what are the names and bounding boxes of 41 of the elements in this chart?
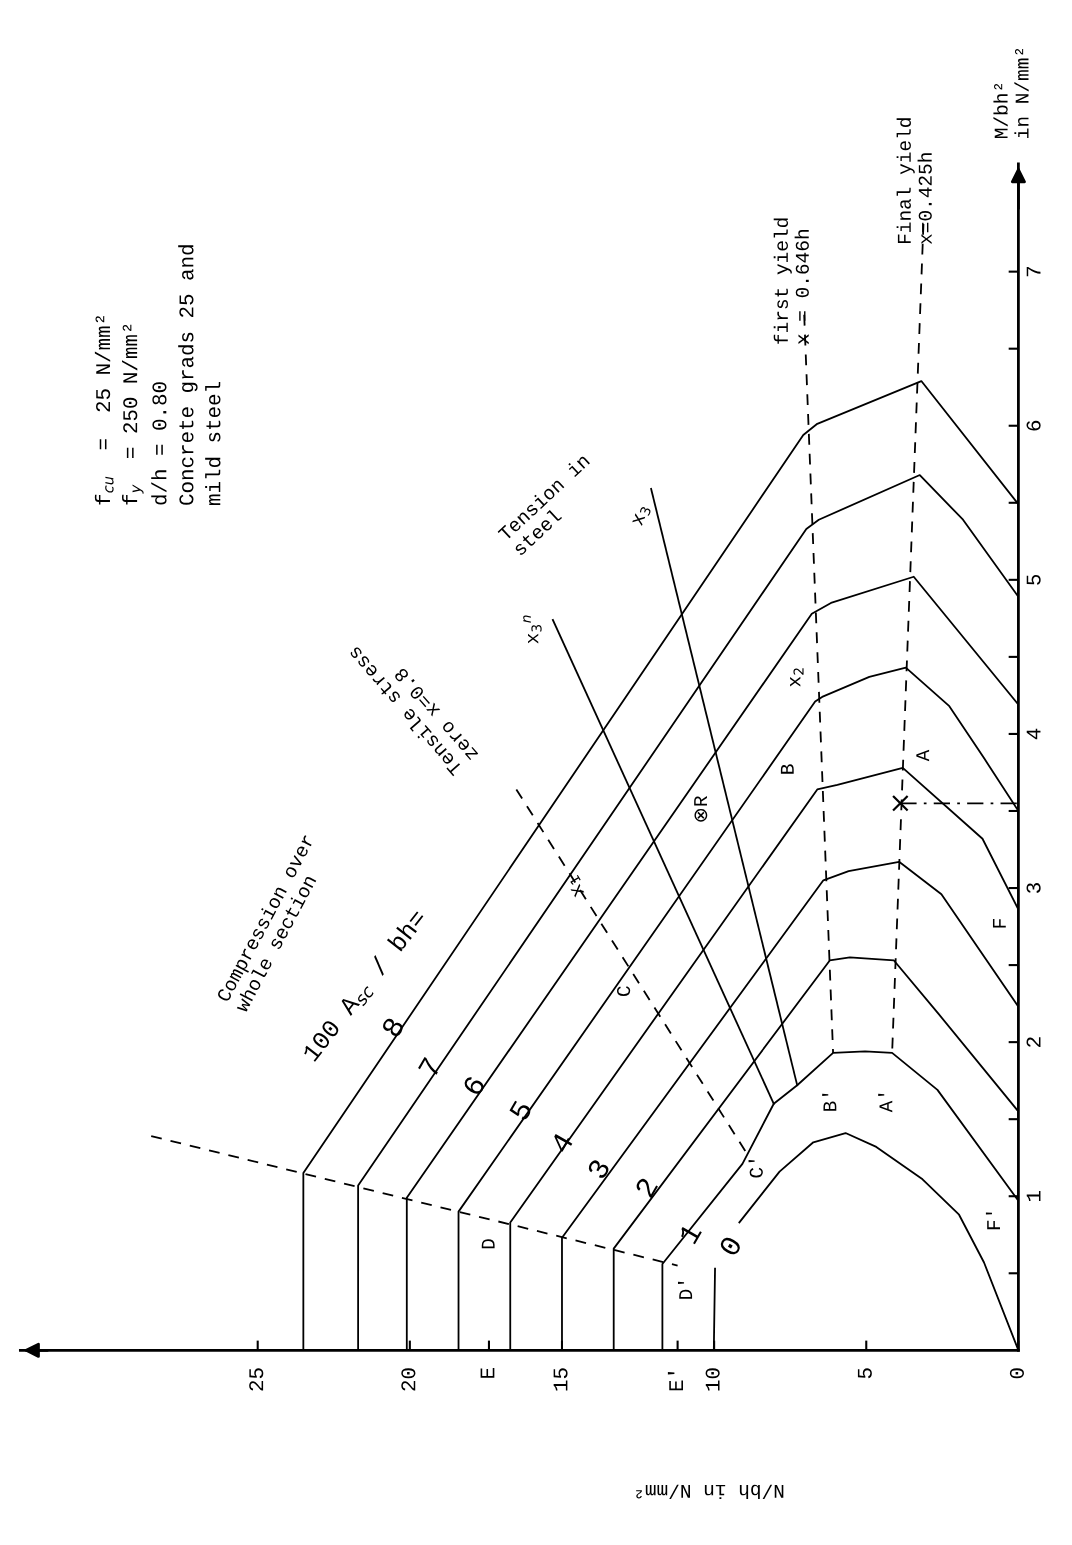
annotation: x$_{2}$	[790, 668, 804, 687]
annotation: x$_{1}$	[566, 874, 588, 898]
annotation: x$_{3}$$^{n}$	[523, 615, 542, 644]
y-tick-label: 2	[1026, 1037, 1041, 1047]
x-tick-label: 25	[249, 1368, 264, 1391]
annotation: B'	[822, 1093, 837, 1111]
x-tick-label: 0	[1009, 1368, 1024, 1379]
x-axis-title: N/bh in N/mm²	[636, 1484, 784, 1499]
annotation: 1	[678, 1222, 702, 1245]
annotation: F	[992, 919, 1006, 928]
annotation: D'	[677, 1281, 693, 1299]
annotation: 3	[586, 1158, 611, 1180]
annotation: A'	[878, 1093, 893, 1113]
annotation: F'	[985, 1212, 1000, 1230]
y-tick-label: 7	[1026, 267, 1041, 277]
annotation: x$_{3}$	[632, 505, 652, 528]
annotation: 0	[718, 1235, 743, 1258]
y-tick-label: 3	[1026, 883, 1041, 893]
text: f$_{cu}$ = 25 N/mm² f$_{y}$ = 250 N/mm² d/h = 0.80 Concrete grads 25 and mild steel	[94, 245, 221, 505]
x-tick-label: 15	[553, 1368, 568, 1391]
annotation: 2	[634, 1176, 658, 1199]
y-tick-label: 5	[1026, 574, 1041, 585]
x-tick-label: 5	[857, 1368, 872, 1379]
y-axis-title: M/bh² in N/mm²	[993, 48, 1029, 139]
annotation: Final yield x=0.425h	[896, 118, 932, 245]
y-tick-label: 6	[1026, 420, 1041, 431]
annotation: B	[780, 764, 794, 774]
annotation: D	[481, 1239, 495, 1249]
annotation: A	[916, 749, 930, 762]
annotation: 8	[380, 1016, 405, 1039]
annotation: 7	[418, 1056, 442, 1078]
annotation: C'	[748, 1160, 763, 1178]
annotation: C	[616, 986, 631, 997]
annotation: 6	[461, 1074, 486, 1097]
annotation: ⊗R	[694, 795, 708, 822]
y-tick-label: 4	[1026, 728, 1041, 740]
x-tick-label: 10	[705, 1368, 720, 1391]
x-tick-label: 20	[401, 1368, 416, 1391]
x-tick-label: E'	[667, 1372, 683, 1391]
x-tick-label: E	[480, 1368, 495, 1378]
y-tick-label: 1	[1026, 1190, 1041, 1201]
